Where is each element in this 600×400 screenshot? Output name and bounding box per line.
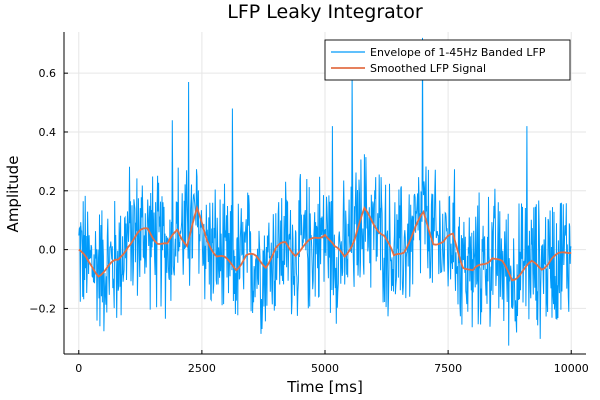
chart-title: LFP Leaky Integrator xyxy=(227,1,423,23)
y-tick-label: 0.4 xyxy=(39,126,57,139)
x-tick-label: 5000 xyxy=(311,362,339,375)
x-tick-label: 0 xyxy=(75,362,82,375)
y-tick-label: 0.6 xyxy=(39,67,57,80)
y-tick-label: 0.0 xyxy=(39,244,57,257)
y-tick-label: −0.2 xyxy=(29,302,56,315)
plot-area xyxy=(78,37,572,346)
axes: 0 2500 5000 7500 10000 −0.2 0.0 0.2 0.4 0.6 xyxy=(29,32,589,375)
x-tick-label: 7500 xyxy=(434,362,462,375)
legend-label-envelope: Envelope of 1-45Hz Banded LFP xyxy=(370,46,546,59)
legend: Envelope of 1-45Hz Banded LFP Smoothed L… xyxy=(324,39,571,81)
x-tick-label: 10000 xyxy=(554,362,589,375)
series-line-smoothed xyxy=(78,204,572,282)
x-axis-label: Time [ms] xyxy=(286,378,363,396)
legend-label-smoothed: Smoothed LFP Signal xyxy=(370,62,486,75)
y-axis-label: Amplitude xyxy=(4,156,22,233)
x-tick-label: 2500 xyxy=(188,362,216,375)
legend-box xyxy=(324,39,571,81)
y-tick-label: 0.2 xyxy=(39,185,57,198)
series-line-envelope xyxy=(78,37,572,346)
